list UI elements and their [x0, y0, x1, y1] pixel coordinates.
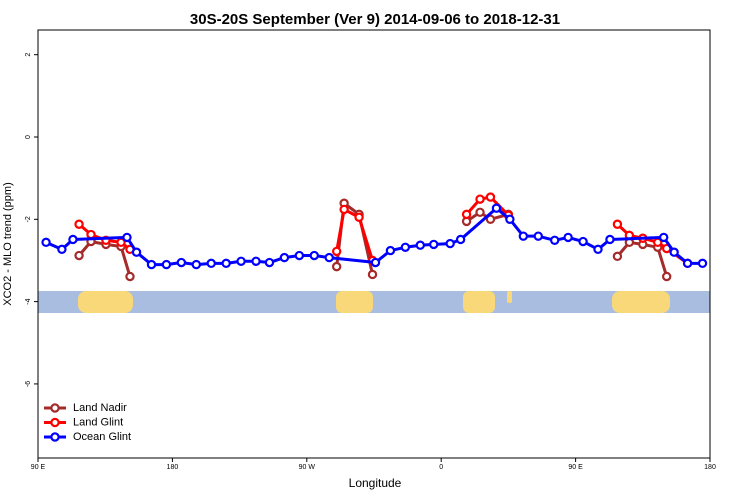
point: [578, 236, 588, 247]
point: [221, 258, 231, 269]
y-tick-label: -6: [25, 381, 32, 387]
point: [533, 231, 543, 241]
y-axis-label: XCO2 - MLO trend (ppm): [2, 182, 14, 305]
y-tick-label: 2: [25, 53, 32, 57]
point: [236, 256, 246, 266]
x-tick-label: 180: [704, 464, 716, 471]
point: [331, 261, 342, 272]
point: [669, 247, 679, 257]
point: [491, 203, 502, 213]
point: [191, 259, 201, 270]
point: [485, 192, 496, 202]
point: [400, 242, 411, 252]
point: [74, 250, 84, 261]
point: [125, 271, 135, 282]
x-tick-label: 90 E: [31, 464, 46, 471]
point: [518, 231, 529, 241]
legend-marker: [50, 403, 60, 413]
point: [475, 194, 485, 204]
point: [339, 204, 349, 215]
point: [697, 258, 708, 269]
point: [161, 259, 172, 270]
point: [86, 229, 96, 240]
y-tick-label: -2: [25, 216, 32, 222]
x-axis-label: Longitude: [349, 476, 402, 490]
x-tick-label: 90 E: [568, 464, 583, 471]
legend-marker: [50, 432, 60, 442]
point: [146, 259, 157, 270]
point: [612, 219, 623, 229]
point: [415, 240, 425, 250]
point: [549, 235, 560, 245]
point: [122, 232, 132, 243]
x-tick-label: 0: [439, 464, 443, 471]
point: [429, 239, 439, 250]
point: [455, 234, 466, 245]
point: [251, 256, 261, 266]
point: [74, 219, 84, 229]
legend-marker: [50, 417, 60, 428]
point: [309, 250, 319, 261]
y-tick-label: 0: [25, 135, 32, 139]
point: [475, 207, 485, 218]
point: [661, 271, 672, 282]
point: [331, 246, 342, 257]
land-strip: [38, 291, 710, 313]
point: [593, 244, 603, 255]
point: [370, 257, 381, 268]
point: [57, 244, 67, 255]
x-tick-label: 90 W: [299, 464, 316, 471]
point: [324, 252, 334, 263]
point: [264, 257, 275, 268]
point: [206, 258, 216, 269]
legend-label: Land Glint: [73, 416, 123, 428]
legend-label: Land Nadir: [73, 402, 127, 414]
point: [445, 238, 455, 249]
point: [41, 237, 51, 248]
point: [68, 234, 78, 245]
point: [485, 214, 496, 225]
point: [294, 250, 305, 261]
point: [612, 251, 623, 262]
point: [682, 258, 693, 269]
x-tick-label: 180: [167, 464, 179, 471]
point: [176, 257, 187, 268]
point: [367, 269, 378, 280]
legend-label: Ocean Glint: [73, 431, 131, 443]
y-tick-label: -4: [25, 298, 32, 304]
point: [131, 247, 142, 257]
point: [385, 245, 396, 256]
point: [279, 252, 290, 263]
point: [354, 212, 364, 222]
point: [461, 209, 472, 220]
point: [563, 232, 573, 243]
point: [605, 234, 615, 245]
point: [659, 232, 669, 243]
point: [505, 214, 515, 225]
chart-title: 30S-20S September (Ver 9) 2014-09-06 to …: [190, 11, 560, 28]
plot-frame: [37, 29, 711, 459]
